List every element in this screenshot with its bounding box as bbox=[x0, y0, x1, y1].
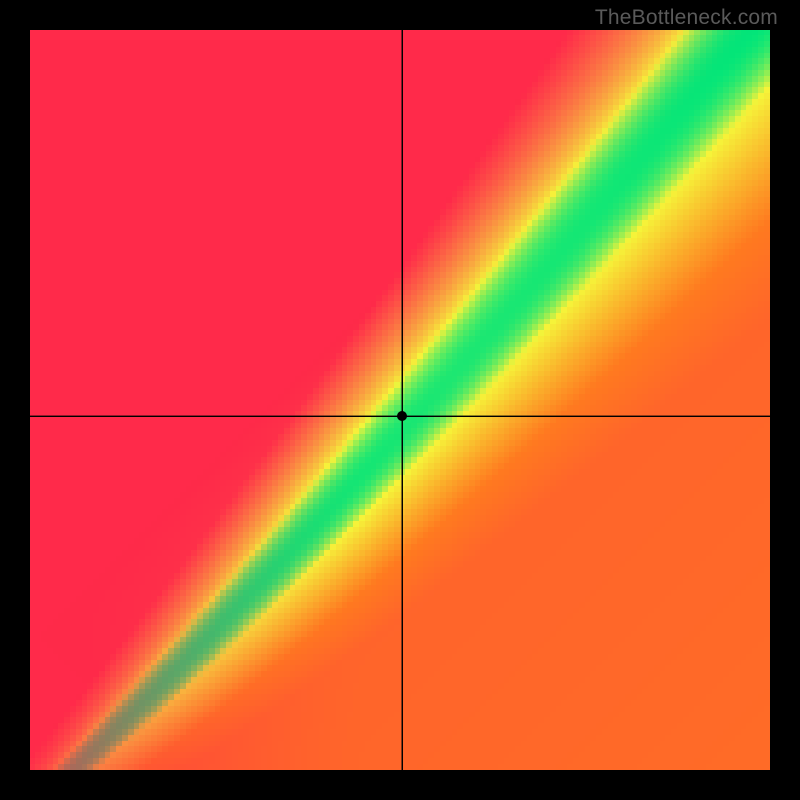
crosshair-marker bbox=[397, 411, 407, 421]
crosshair-vertical bbox=[402, 30, 403, 770]
heatmap-canvas bbox=[30, 30, 770, 770]
chart-container: TheBottleneck.com bbox=[0, 0, 800, 800]
attribution-text: TheBottleneck.com bbox=[595, 6, 778, 30]
plot-area bbox=[30, 30, 770, 770]
